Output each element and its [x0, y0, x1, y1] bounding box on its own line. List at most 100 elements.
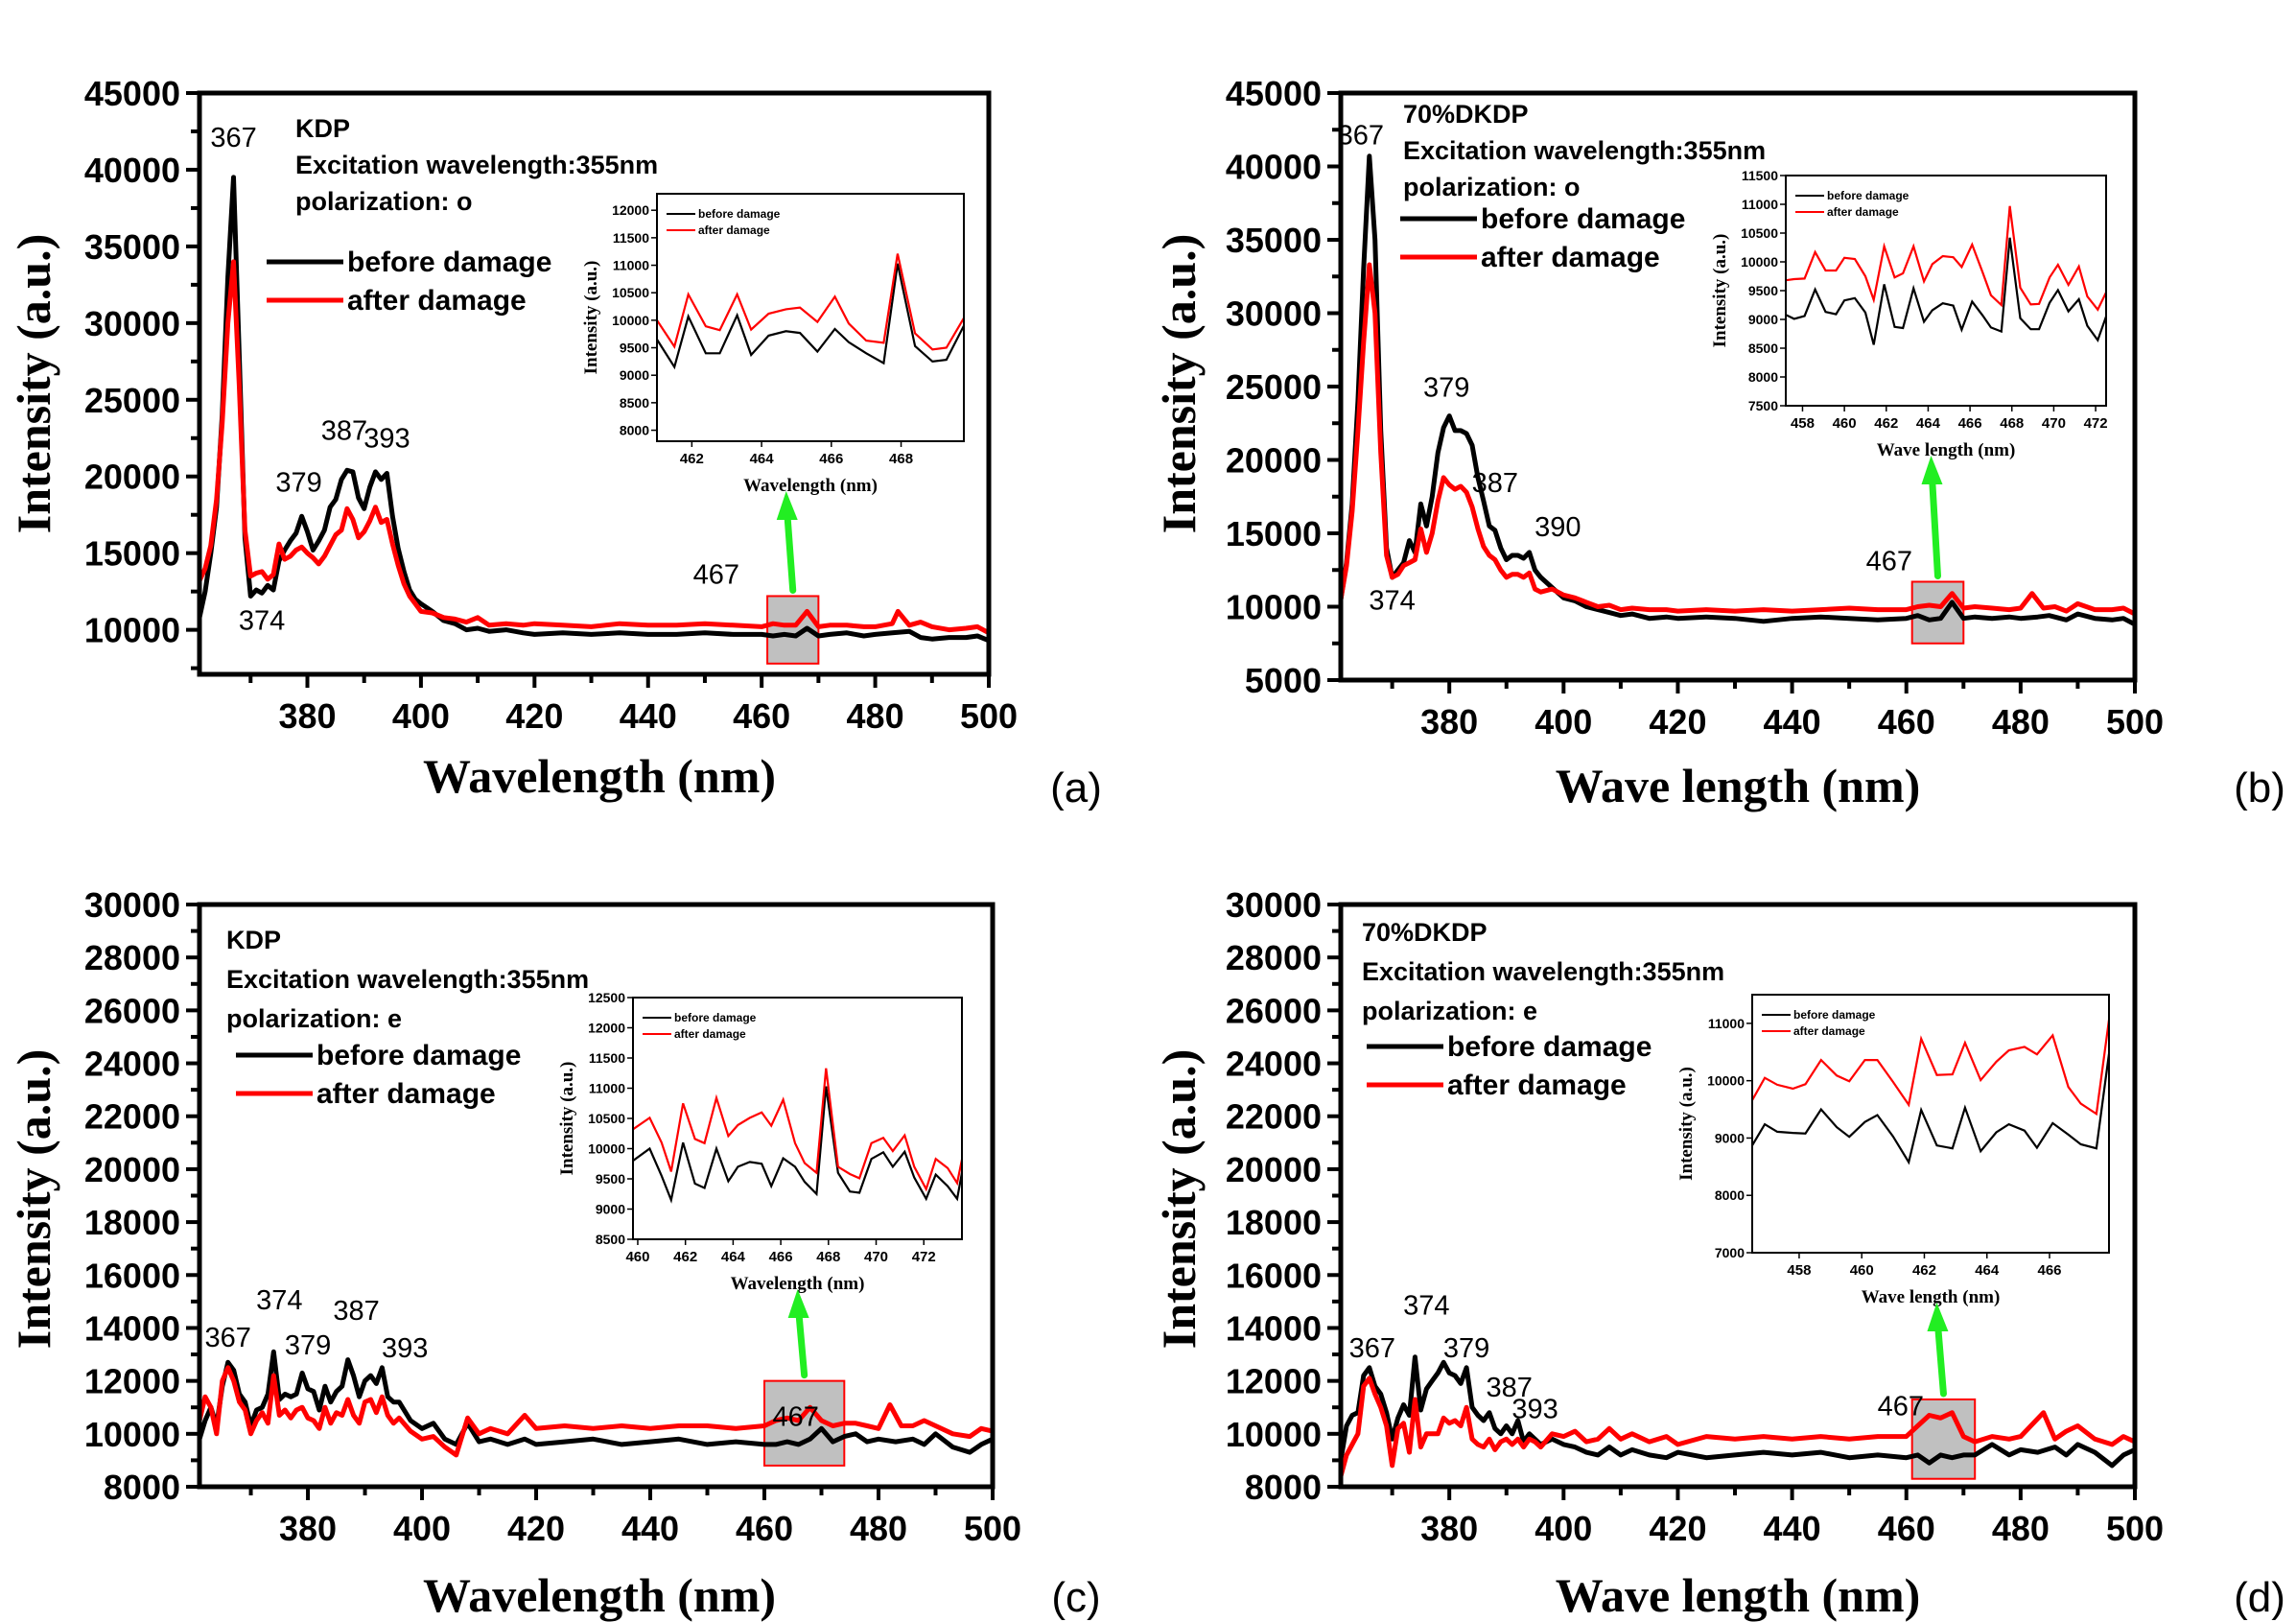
y-tick-label: 35000	[1226, 221, 1322, 260]
y-tick-label: 15000	[84, 534, 180, 574]
inset-series-line-after	[1752, 1020, 2109, 1117]
arrow-shaft	[1933, 1320, 1947, 1398]
series-line-after	[1341, 1375, 2135, 1477]
y-tick-label: 22000	[1226, 1097, 1322, 1137]
panel-a: 380 400 420 440 460 480 500 10000 15000 20000 2500…	[7, 74, 1102, 811]
x-tick-label: 500	[964, 1509, 1021, 1548]
y-tick-label: 14000	[84, 1308, 180, 1348]
inset-y-tick-label: 10500	[588, 1111, 625, 1126]
inset-x-axis-title: Wave length (nm)	[1862, 1287, 2001, 1307]
series-line-before	[1341, 153, 2135, 627]
inset-y-tick-label: 12000	[588, 1021, 625, 1036]
peak-label: 374	[1369, 586, 1415, 617]
inset-chart: 458 460 462 464 466 7000 8000 9000 10000 11000 Wav…	[1676, 994, 2110, 1307]
x-axis-title: Wave length (nm)	[1556, 759, 1921, 812]
y-tick-label: 20000	[84, 458, 180, 497]
y-tick-label: 22000	[84, 1097, 180, 1137]
inset-y-tick-label: 11000	[1708, 1016, 1745, 1031]
y-tick-label: 16000	[84, 1256, 180, 1295]
inset-x-tick-label: 466	[2037, 1262, 2061, 1279]
inset-series-line-before	[657, 263, 964, 370]
inset-legend-label: after damage	[1793, 1024, 1865, 1038]
inset-x-tick-label: 466	[819, 451, 843, 467]
annotation-line: KDP	[295, 114, 350, 143]
inset-legend-label: after damage	[1827, 205, 1899, 219]
inset-x-axis-title: Wavelength (nm)	[731, 1274, 865, 1294]
peak-label: 379	[285, 1330, 331, 1361]
x-tick-label: 440	[1764, 702, 1821, 741]
annotation-line: polarization: e	[226, 1004, 402, 1033]
y-tick-label: 28000	[84, 938, 180, 977]
inset-x-tick-label: 458	[1791, 415, 1815, 432]
peak-label: 393	[382, 1333, 428, 1364]
arrow-head-icon	[1927, 1303, 1949, 1331]
inset-x-tick-label: 472	[2084, 415, 2108, 432]
inset-chart: 462 464 466 468 8000 8500 9000 9500 10000 10500 11…	[581, 193, 965, 496]
x-tick-label: 400	[393, 1509, 451, 1548]
peak-label: 467	[773, 1402, 819, 1433]
inset-legend-label: after damage	[674, 1027, 746, 1041]
inset-x-tick-label: 462	[1912, 1262, 1936, 1279]
inset-x-tick-label: 470	[864, 1249, 888, 1265]
y-tick-label: 30000	[84, 885, 180, 925]
y-tick-label: 40000	[84, 151, 180, 190]
y-tick-label: 20000	[1226, 441, 1322, 481]
inset-x-tick-label: 464	[750, 451, 775, 467]
inset-y-tick-label: 10500	[612, 285, 649, 300]
inset-y-tick-label: 7000	[1715, 1245, 1745, 1260]
inset-y-tick-label: 8500	[620, 395, 649, 411]
inset-legend-label: before damage	[1827, 189, 1909, 202]
y-tick-label: 30000	[1226, 885, 1322, 925]
arrow-shaft	[1928, 473, 1941, 579]
x-tick-label: 480	[1992, 702, 2050, 741]
panel-c: 380 400 420 440 460 480 500 8000 10000 12000 14000…	[7, 885, 1101, 1622]
y-tick-label: 20000	[1226, 1150, 1322, 1189]
inset-x-tick-label: 460	[1833, 415, 1857, 432]
inset-series-line-before	[1786, 237, 2106, 345]
y-axis-title: Intensity (a.u.)	[1152, 1049, 1206, 1350]
inset-y-tick-label: 9500	[620, 341, 649, 356]
inset-y-tick-label: 11500	[1742, 168, 1778, 183]
inset-series-line-after	[657, 253, 964, 351]
arrow-shaft	[795, 1306, 808, 1379]
y-tick-label: 24000	[84, 1045, 180, 1084]
inset-y-tick-label: 12000	[612, 202, 649, 218]
peak-label: 367	[1338, 121, 1384, 152]
annotation-line: 70%DKDP	[1403, 100, 1529, 129]
peak-label: 390	[1535, 512, 1581, 543]
legend-label: before damage	[1481, 203, 1685, 235]
x-tick-label: 420	[1649, 1509, 1706, 1548]
x-tick-label: 380	[279, 1509, 337, 1548]
inset-y-axis-title: Intensity (a.u.)	[1710, 234, 1730, 348]
inset-series-line-after	[1786, 205, 2106, 312]
inset-series-line-after	[633, 1068, 962, 1192]
panel-label: (c)	[1051, 1574, 1100, 1621]
inset-y-tick-label: 10000	[588, 1141, 625, 1157]
peak-label: 393	[1511, 1394, 1558, 1424]
y-tick-label: 10000	[84, 611, 180, 650]
y-tick-label: 40000	[1226, 148, 1322, 187]
inset-x-tick-label: 468	[2000, 415, 2024, 432]
x-tick-label: 500	[2106, 702, 2164, 741]
series-line-before	[199, 1349, 993, 1455]
x-tick-label: 400	[392, 696, 450, 736]
inset-legend-label: after damage	[698, 223, 770, 237]
y-tick-label: 20000	[84, 1150, 180, 1189]
panel-label: (b)	[2234, 764, 2285, 811]
x-tick-label: 480	[1992, 1509, 2050, 1548]
x-axis-title: Wavelength (nm)	[423, 749, 776, 803]
inset-x-tick-label: 468	[889, 451, 913, 467]
annotation-line: Excitation wavelength:355nm	[226, 965, 589, 994]
x-tick-label: 380	[1420, 702, 1478, 741]
y-tick-label: 45000	[1226, 74, 1322, 113]
inset-y-tick-label: 9000	[620, 367, 649, 383]
x-tick-label: 500	[2106, 1509, 2164, 1548]
y-tick-label: 35000	[84, 227, 180, 267]
peak-label: 374	[256, 1285, 302, 1316]
peak-label: 379	[1423, 373, 1469, 404]
inset-series-line-before	[633, 1086, 962, 1204]
inset-x-tick-label: 464	[721, 1249, 746, 1265]
inset-y-tick-label: 11000	[613, 258, 649, 273]
peak-label: 387	[1487, 1373, 1533, 1403]
y-tick-label: 8000	[104, 1468, 180, 1507]
